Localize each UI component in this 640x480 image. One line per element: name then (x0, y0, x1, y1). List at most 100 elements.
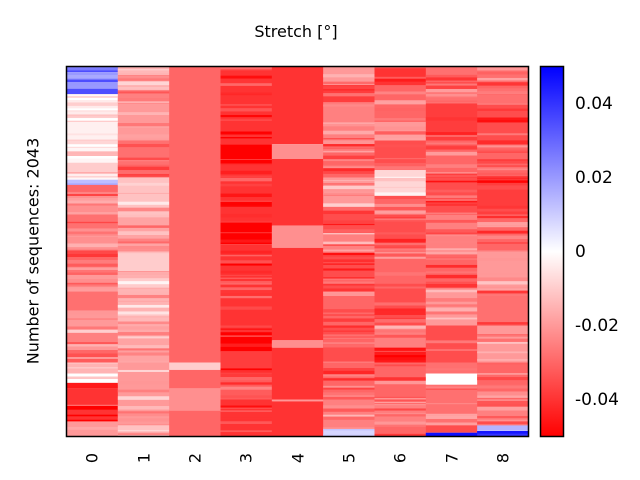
heatmap-row-stripe (374, 157, 427, 160)
heatmap-cell (66, 382, 119, 389)
heatmap-row-stripe (117, 317, 170, 322)
heatmap-row-stripe (425, 304, 478, 307)
heatmap-row-stripe (66, 288, 119, 292)
heatmap-cell (425, 288, 478, 326)
heatmap-cell (169, 410, 221, 437)
heatmap-row-stripe (323, 241, 375, 245)
heatmap-row-stripe (374, 238, 427, 242)
heatmap-row-stripe (117, 78, 170, 81)
heatmap-row-stripe (117, 321, 170, 325)
heatmap-row-stripe (425, 415, 478, 419)
heatmap-row-stripe (117, 389, 170, 393)
heatmap-row-stripe (117, 249, 170, 252)
heatmap-row-stripe (374, 118, 427, 121)
heatmap-row-stripe (323, 368, 375, 371)
heatmap-row-stripe (425, 180, 478, 183)
heatmap-row-stripe (374, 412, 427, 415)
heatmap-row-stripe (374, 272, 427, 276)
heatmap-cell (425, 425, 478, 433)
heatmap-row-stripe (220, 200, 273, 203)
heatmap-row-stripe (323, 86, 375, 89)
heatmap-row-stripe (323, 207, 375, 211)
heatmap-row-stripe (117, 85, 170, 87)
heatmap-row-stripe (323, 88, 375, 91)
heatmap-row-stripe (425, 203, 478, 206)
heatmap-row-stripe (477, 160, 529, 164)
heatmap-row-stripe (374, 242, 427, 246)
heatmap-row-stripe (117, 352, 170, 356)
heatmap-row-stripe (117, 164, 170, 167)
heatmap-cell (271, 347, 324, 400)
heatmap-row-stripe (66, 177, 119, 180)
heatmap-row-stripe (66, 67, 119, 69)
heatmap-row-stripe (425, 298, 478, 302)
heatmap-row-stripe (323, 149, 375, 151)
heatmap-row-stripe (374, 311, 427, 315)
heatmap-row-stripe (477, 415, 529, 419)
heatmap-cells (66, 66, 529, 437)
heatmap-row-stripe (66, 231, 119, 233)
heatmap-row-stripe (117, 126, 170, 128)
heatmap-row-stripe (66, 379, 119, 382)
heatmap-row-stripe (117, 396, 170, 400)
heatmap-row-stripe (117, 430, 170, 432)
heatmap-row-stripe (117, 192, 170, 194)
heatmap-row-stripe (220, 177, 273, 182)
heatmap-row-stripe (477, 92, 529, 94)
colorbar-tick-label: 0.04 (575, 93, 613, 114)
heatmap-row-stripe (477, 286, 529, 289)
heatmap-row-stripe (117, 414, 170, 417)
heatmap-row-stripe (477, 166, 529, 169)
heatmap-row-stripe (117, 406, 170, 410)
heatmap-row-stripe (477, 395, 529, 398)
heatmap-row-stripe (220, 254, 273, 257)
heatmap-row-stripe (425, 164, 478, 168)
heatmap-row-stripe (323, 189, 375, 192)
heatmap-cell (66, 214, 119, 237)
heatmap-row-stripe (117, 431, 170, 434)
heatmap-row-stripe (66, 270, 119, 273)
heatmap-row-stripe (117, 332, 170, 336)
heatmap-row-stripe (425, 288, 478, 290)
heatmap-cell (425, 384, 478, 426)
heatmap-row-stripe (66, 194, 119, 196)
heatmap-row-stripe (477, 338, 529, 342)
heatmap-row-stripe (323, 210, 375, 215)
heatmap-row-stripe (66, 249, 119, 252)
heatmap-row-stripe (425, 81, 478, 84)
heatmap-row-stripe (323, 251, 375, 253)
heatmap-row-stripe (117, 275, 170, 279)
heatmap-row-stripe (117, 134, 170, 138)
heatmap-row-stripe (323, 130, 375, 135)
heatmap-row-stripe (374, 424, 427, 427)
heatmap-row-stripe (66, 406, 119, 410)
heatmap-row-stripe (374, 138, 427, 141)
heatmap-row-stripe (425, 388, 478, 390)
heatmap-row-stripe (220, 137, 273, 139)
heatmap-row-stripe (117, 351, 170, 353)
heatmap-cell (169, 66, 221, 363)
heatmap-row-stripe (374, 218, 427, 221)
heatmap-row-stripe (323, 277, 375, 279)
heatmap-row-stripe (220, 104, 273, 106)
heatmap-row-stripe (66, 179, 119, 184)
heatmap-row-stripe (374, 134, 427, 139)
heatmap-row-stripe (220, 368, 273, 371)
heatmap-row-stripe (425, 83, 478, 86)
x-tick-label: 8 (493, 452, 513, 464)
heatmap-row-stripe (374, 126, 427, 131)
heatmap-cell (271, 247, 324, 341)
heatmap-row-stripe (425, 391, 478, 394)
heatmap-row-stripe (425, 151, 478, 156)
heatmap-row-stripe (323, 159, 375, 162)
heatmap-row-stripe (220, 263, 273, 266)
heatmap-cell (169, 388, 221, 411)
heatmap-row-stripe (323, 180, 375, 182)
heatmap-row-stripe (220, 277, 273, 279)
heatmap-row-stripe (117, 167, 170, 171)
heatmap-row-stripe (117, 201, 170, 205)
heatmap-row-stripe (220, 370, 273, 373)
heatmap-row-stripe (323, 361, 375, 363)
heatmap-row-stripe (477, 165, 529, 167)
heatmap-row-stripe (477, 277, 529, 282)
